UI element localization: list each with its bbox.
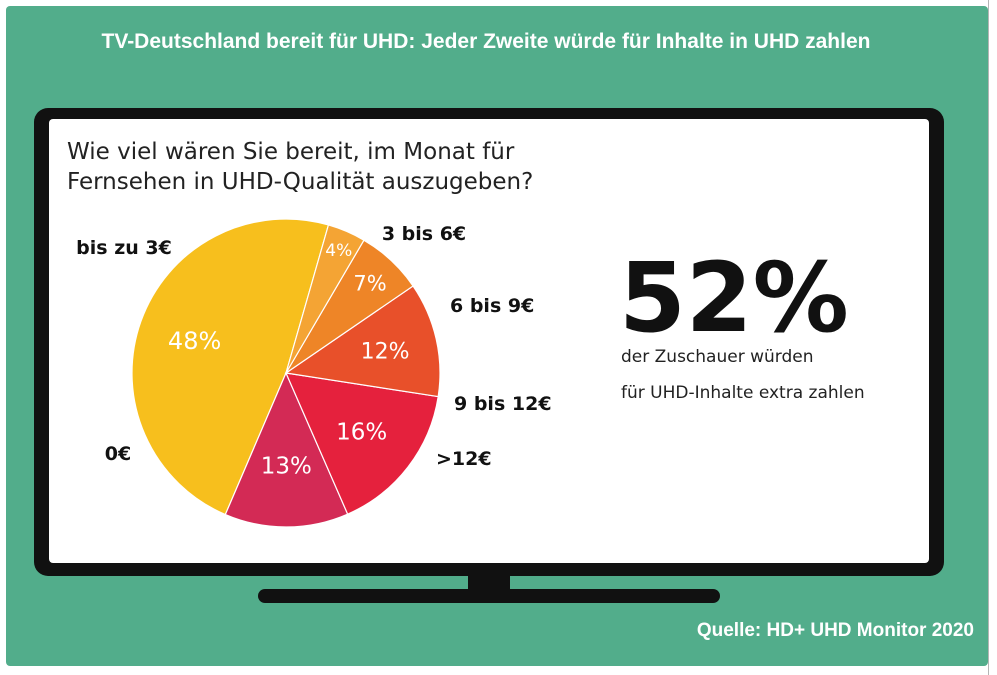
- pie-slice-3bis6: [285, 372, 439, 515]
- pie-category-label-9bis12: 9 bis 12€: [454, 393, 552, 415]
- chart-question-line-1: Wie viel wären Sie bereit, im Monat für: [67, 139, 515, 165]
- chart-question: Wie viel wären Sie bereit, im Monat für …: [67, 139, 533, 195]
- pie-value-label-3bis6: 16%: [336, 420, 387, 446]
- chart-question-line-2: Fernsehen in UHD-Qualität auszugeben?: [67, 169, 533, 195]
- highlight-line-2: für UHD-Inhalte extra zahlen: [621, 383, 865, 403]
- pie-value-label-6bis9: 12%: [361, 339, 410, 364]
- highlight-value: 52%: [619, 242, 849, 354]
- pie-category-label-gt12: >12€: [436, 448, 492, 470]
- pie-category-label-3bis6: 3 bis 6€: [382, 223, 466, 245]
- page-edge: [988, 0, 997, 675]
- pie-value-label-bis3: 13%: [261, 454, 312, 480]
- pie-slice-gt12: [285, 224, 365, 374]
- infographic-card: Wie viel wären Sie bereit, im Monat für …: [6, 6, 988, 666]
- pie-chart: 48% 0€ 13% bis zu 3€ 16% 3 bis 6€ 12% 6 bis 9€ 7…: [76, 218, 552, 528]
- source-note: Quelle: HD+ UHD Monitor 2020: [696, 620, 974, 641]
- infographic-canvas: Wie viel wären Sie bereit, im Monat für …: [6, 6, 988, 666]
- pie-category-label-zero: 0€: [105, 443, 131, 465]
- pie-value-label-zero: 48%: [168, 327, 221, 355]
- pie-category-label-6bis9: 6 bis 9€: [450, 295, 534, 317]
- headline: TV-Deutschland bereit für UHD: Jeder Zwe…: [101, 30, 871, 53]
- pie-category-label-bis3: bis zu 3€: [76, 237, 172, 259]
- pie-value-label-gt12: 4%: [325, 241, 352, 261]
- pie-slice-zero: [131, 218, 330, 516]
- pie-value-label-9bis12: 7%: [353, 271, 386, 295]
- tv-stand-base: [258, 589, 720, 603]
- pie-slice-bis3: [224, 371, 349, 528]
- pie-slice-6bis9: [284, 285, 441, 398]
- highlight-line-1: der Zuschauer würden: [621, 347, 813, 367]
